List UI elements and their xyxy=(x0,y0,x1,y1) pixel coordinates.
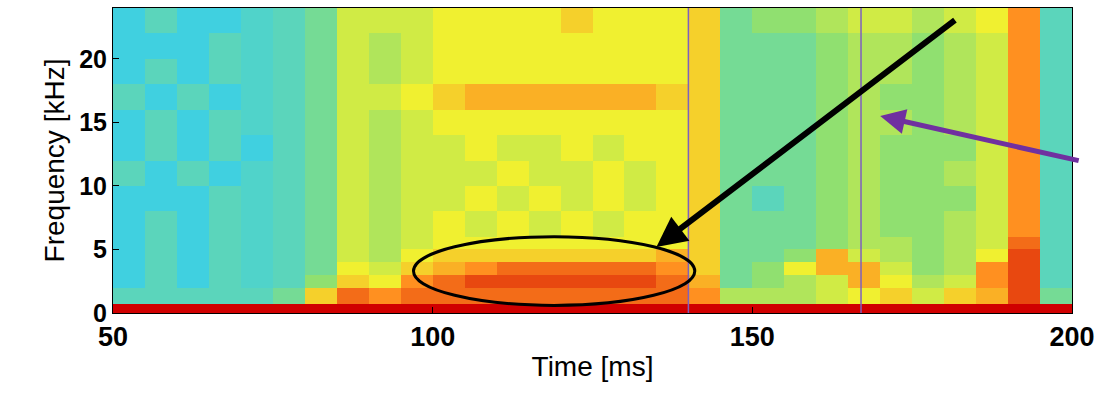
svg-text:Time [ms]: Time [ms] xyxy=(532,351,654,382)
svg-text:10: 10 xyxy=(79,172,107,200)
svg-text:15: 15 xyxy=(79,108,107,136)
svg-text:100: 100 xyxy=(410,322,455,352)
svg-text:0: 0 xyxy=(93,299,107,327)
svg-text:200: 200 xyxy=(1049,322,1094,352)
svg-text:50: 50 xyxy=(98,322,128,352)
svg-text:20: 20 xyxy=(79,45,107,73)
svg-text:5: 5 xyxy=(93,235,107,263)
svg-text:150: 150 xyxy=(730,322,775,352)
svg-text:Frequency [kHz]: Frequency [kHz] xyxy=(39,59,70,263)
